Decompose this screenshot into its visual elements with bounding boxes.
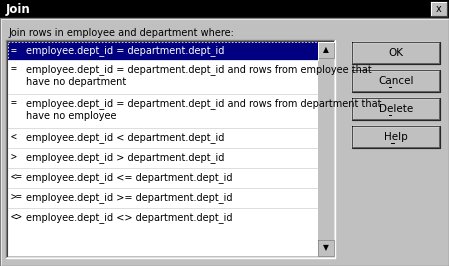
Bar (318, 42, 334, 256)
Bar (352, 42, 440, 64)
Text: Join rows in employee and department where:: Join rows in employee and department whe… (8, 28, 234, 38)
Bar (8, 42, 318, 256)
Text: >: > (11, 153, 17, 163)
Text: employee.dept_id = department.dept_id and rows from department that: employee.dept_id = department.dept_id an… (26, 98, 382, 109)
Text: employee.dept_id = department.dept_id and rows from employee that: employee.dept_id = department.dept_id an… (26, 64, 372, 75)
Bar (8, 42, 318, 60)
Bar (318, 42, 334, 58)
Text: Cancel: Cancel (378, 76, 414, 86)
Text: =: = (11, 46, 17, 56)
Text: <: < (11, 133, 17, 143)
Text: employee.dept_id <= department.dept_id: employee.dept_id <= department.dept_id (26, 173, 233, 184)
Bar (431, 2, 447, 16)
Bar (352, 98, 440, 120)
Text: employee.dept_id > department.dept_id: employee.dept_id > department.dept_id (26, 152, 224, 163)
Text: Delete: Delete (379, 104, 413, 114)
Text: Join: Join (6, 2, 31, 15)
Bar (352, 126, 440, 148)
Bar (0, 0, 449, 18)
Text: employee.dept_id = department.dept_id: employee.dept_id = department.dept_id (26, 45, 224, 56)
Text: Help: Help (384, 132, 408, 142)
Text: have no employee: have no employee (26, 111, 116, 121)
Text: x: x (436, 4, 442, 14)
Text: ▼: ▼ (323, 243, 329, 252)
Text: =: = (11, 65, 17, 74)
Text: employee.dept_id >= department.dept_id: employee.dept_id >= department.dept_id (26, 193, 233, 203)
Text: =: = (11, 98, 17, 109)
Text: >=: >= (11, 193, 23, 203)
Text: OK: OK (388, 48, 404, 58)
Text: <>: <> (11, 213, 23, 223)
Text: ▲: ▲ (323, 45, 329, 55)
Bar (8, 42, 318, 60)
Bar (352, 70, 440, 92)
Text: employee.dept_id < department.dept_id: employee.dept_id < department.dept_id (26, 132, 224, 143)
Text: <=: <= (11, 173, 23, 183)
Text: have no department: have no department (26, 77, 126, 87)
Bar (318, 240, 334, 256)
Text: employee.dept_id <> department.dept_id: employee.dept_id <> department.dept_id (26, 213, 233, 223)
